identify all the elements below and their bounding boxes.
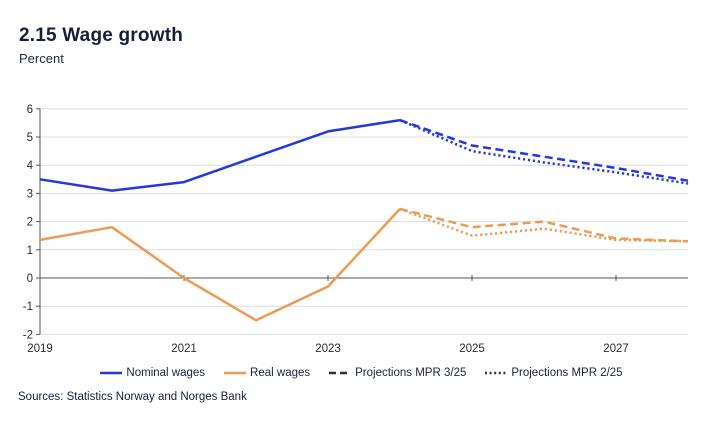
x-tick-label: 2027 <box>603 343 629 355</box>
legend-item: Nominal wages <box>99 367 205 379</box>
legend-label: Projections MPR 3/25 <box>355 367 467 379</box>
legend-label: Nominal wages <box>126 367 206 379</box>
legend-dashed-line-icon <box>329 371 352 375</box>
chart-legend: Nominal wages Real wages Projections MPR 3… <box>0 367 722 379</box>
y-tick-label: 4 <box>27 160 34 172</box>
series-line-dashed <box>399 118 689 182</box>
y-tick-label: -2 <box>23 329 33 341</box>
y-tick-label: 2 <box>27 217 33 229</box>
series-line-solid <box>39 208 401 322</box>
legend-item: Projections MPR 3/25 <box>328 367 466 379</box>
y-tick-label: 6 <box>27 104 33 116</box>
y-tick-label: 1 <box>27 245 33 257</box>
legend-solid-line-icon <box>224 371 247 375</box>
x-tick-label: 2019 <box>27 343 53 355</box>
legend-dotted-line-icon <box>485 371 508 375</box>
series-line-solid <box>39 118 401 192</box>
legend-item: Projections MPR 2/25 <box>484 367 623 379</box>
chart-title: 2.15 Wage growth <box>19 25 184 46</box>
x-tick-label: 2025 <box>459 343 485 355</box>
chart-subtitle: Percent <box>19 51 64 66</box>
legend-item: Real wages <box>223 367 310 379</box>
series-line-dotted <box>399 207 689 243</box>
legend-label: Real wages <box>250 367 311 379</box>
y-tick-label: 5 <box>27 132 33 144</box>
series-line-dotted <box>399 118 689 185</box>
legend-label: Projections MPR 2/25 <box>511 367 623 379</box>
y-tick-label: 3 <box>27 188 33 200</box>
x-tick-label: 2023 <box>315 343 341 355</box>
sources-note: Sources: Statistics Norway and Norges Ba… <box>18 391 247 403</box>
y-tick-label: -1 <box>23 301 33 313</box>
legend-solid-line-icon <box>100 371 123 375</box>
y-tick-label: 0 <box>27 273 33 285</box>
x-tick-label: 2021 <box>171 343 197 355</box>
